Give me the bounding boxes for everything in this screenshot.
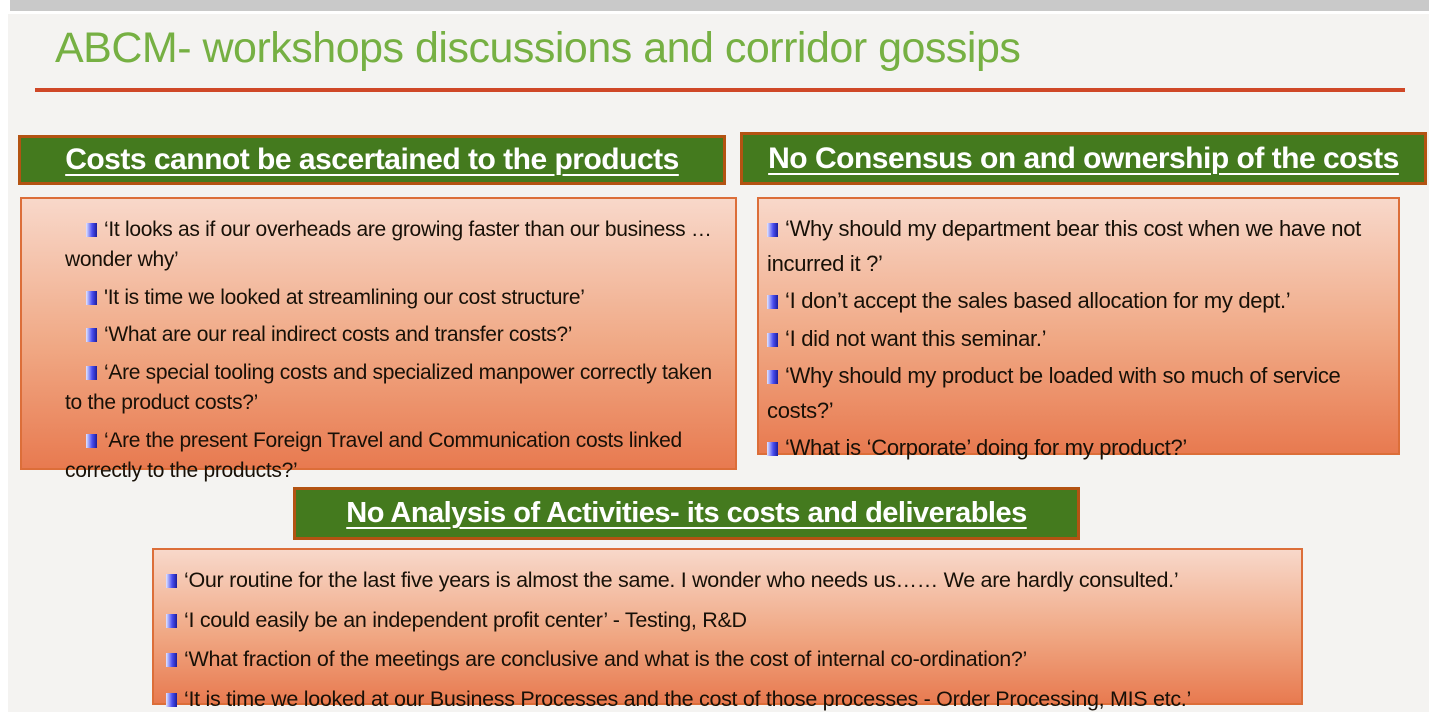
bullet-square-icon [166,653,177,668]
bullet-square-icon [767,332,778,347]
window-top-strip [10,0,1429,11]
bullet-text: ‘I don’t accept the sales based allocati… [785,288,1291,314]
bullet-text: ‘What fraction of the meetings are concl… [184,647,1028,672]
bullet-item: ‘It looks as if our overheads are growin… [65,215,721,275]
bullet-text: ‘Why should my department bear this cost… [767,216,1361,277]
bullet-square-icon [166,574,177,588]
bullet-square-icon [767,295,778,310]
bullet-text: ‘It looks as if our overheads are growin… [65,218,712,271]
bullet-square-icon [166,613,177,628]
title-underline-rule [35,88,1405,92]
header-no-consensus: No Consensus on and ownership of the cos… [740,132,1427,185]
bullet-item: ‘Why should my product be loaded with so… [767,358,1386,428]
bullet-item: ‘Our routine for the last five years is … [166,564,1291,598]
bullet-text: ‘Our routine for the last five years is … [184,568,1179,592]
bullet-square-icon [767,442,778,457]
bullet-item: ‘Are the present Foreign Travel and Comm… [65,426,721,486]
bullet-item: ‘I did not want this seminar.’ [767,321,1386,356]
bullet-text: ‘I did not want this seminar.’ [785,325,1047,351]
bullet-square-icon [86,328,97,343]
bullet-box-bottom: ‘Our routine for the last five years is … [152,548,1303,711]
bullet-item: ‘I don’t accept the sales based allocati… [767,283,1386,318]
bullet-square-icon [166,692,177,707]
bullet-text: ‘I could easily be an independent profit… [184,607,747,632]
bullet-item: ‘What fraction of the meetings are concl… [166,643,1291,677]
header-no-analysis: No Analysis of Activities- its costs and… [293,487,1080,540]
bullet-item: 'It is time we looked at streamlining ou… [65,283,721,313]
bullet-text: ‘What is ‘Corporate’ doing for my produc… [785,435,1188,461]
bullet-text: ‘What are our real indirect costs and tr… [104,323,573,347]
bullet-item: ‘It is time we looked at our Business Pr… [166,683,1291,717]
bullet-item: ‘What is ‘Corporate’ doing for my produc… [767,430,1386,465]
bullet-square-icon [86,366,97,381]
bullet-text: 'It is time we looked at streamlining ou… [104,285,585,309]
bullet-item: ‘I could easily be an independent profit… [166,604,1291,638]
bullet-item: ‘Why should my department bear this cost… [767,211,1386,281]
slide-title: ABCM- workshops discussions and corridor… [55,24,1021,72]
bullet-square-icon [767,369,778,384]
header-label: No Analysis of Activities- its costs and… [346,497,1027,529]
bullet-text: ‘Why should my product be loaded with so… [767,362,1341,423]
bullet-square-icon [86,433,97,448]
header-label: Costs cannot be ascertained to the produ… [65,143,679,176]
bullet-square-icon [86,223,97,237]
bullet-square-icon [767,223,778,237]
bullet-text: ‘Are the present Foreign Travel and Comm… [65,428,682,482]
bullet-box-left: ‘It looks as if our overheads are growin… [20,197,737,482]
bullet-box-right: ‘Why should my department bear this cost… [757,197,1400,460]
header-costs-not-ascertained: Costs cannot be ascertained to the produ… [18,135,726,185]
bullet-square-icon [86,290,97,305]
bullet-item: ‘What are our real indirect costs and tr… [65,320,721,350]
bullet-text: ‘It is time we looked at our Business Pr… [184,686,1191,711]
bullet-item: ‘Are special tooling costs and specializ… [65,358,721,418]
header-label: No Consensus on and ownership of the cos… [768,141,1399,175]
bullet-text: ‘Are special tooling costs and specializ… [65,361,712,415]
